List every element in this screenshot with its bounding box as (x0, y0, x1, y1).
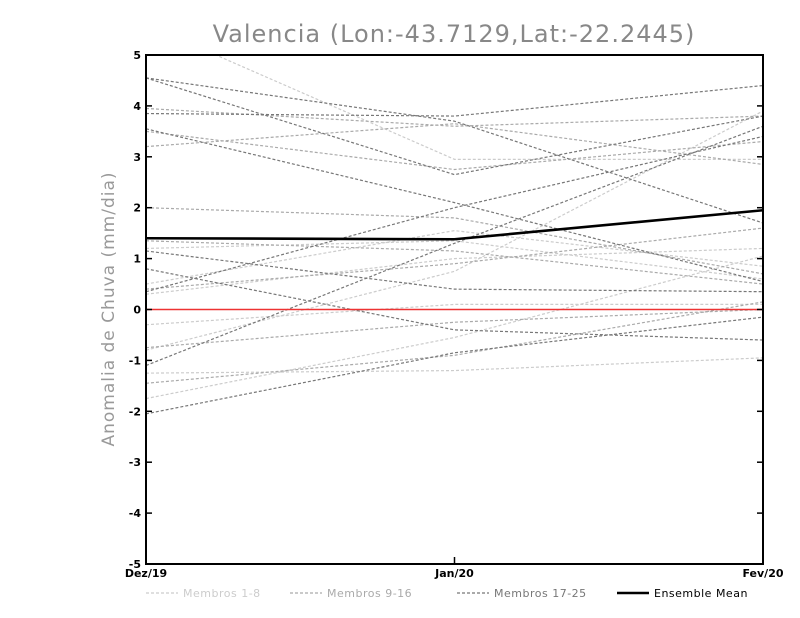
y-tick-label: 5 (133, 49, 141, 62)
y-tick-label: -2 (129, 405, 141, 418)
member-line-group1-7 (146, 247, 763, 295)
member-line-group1-4 (146, 229, 763, 285)
member-line-group3-5 (146, 135, 763, 293)
member-line-group3-2 (146, 84, 763, 117)
legend: Membros 1-8 Membros 9-16 Membros 17-25 Ense… (146, 587, 748, 600)
x-tick-label: Dez/19 (125, 567, 167, 580)
member-line-group2-3 (146, 130, 763, 171)
y-tick-label: -3 (129, 456, 141, 469)
y-tick-label: 4 (133, 100, 141, 113)
y-tick-label: 1 (133, 253, 141, 266)
plot-area (146, 55, 763, 415)
chart-title: Valencia (Lon:-43.7129,Lat:-22.2445) (213, 20, 696, 48)
member-line-group2-6 (146, 301, 763, 384)
member-line-group1-2 (146, 357, 763, 374)
member-line-group2-5 (146, 308, 763, 349)
member-line-group1-8 (146, 303, 763, 326)
member-line-group3-4 (146, 128, 763, 283)
member-line-group2-4 (146, 227, 763, 290)
member-line-group2-7 (146, 240, 763, 285)
member-line-group2-1 (146, 107, 763, 127)
legend-label-3: Membros 17-25 (494, 587, 587, 600)
legend-label-1: Membros 1-8 (183, 587, 261, 600)
x-tick-label: Jan/20 (434, 567, 474, 580)
member-line-group3-9 (146, 250, 763, 293)
y-tick-label: -4 (129, 507, 142, 520)
x-tick-label: Fev/20 (742, 567, 783, 580)
y-tick-label: -5 (129, 558, 141, 571)
member-line-group1-6 (146, 240, 763, 280)
y-tick-label: 0 (133, 304, 141, 317)
y-tick-label: 2 (133, 202, 141, 215)
member-line-group2-8 (146, 207, 763, 275)
member-line-group3-1 (146, 77, 763, 224)
legend-label-4: Ensemble Mean (654, 587, 748, 600)
legend-label-2: Membros 9-16 (327, 587, 412, 600)
y-tick-label: 3 (133, 151, 141, 164)
member-line-group3-6 (146, 125, 763, 367)
ensemble-mean-line (146, 208, 763, 241)
y-tick-label: -1 (129, 354, 141, 367)
member-line-group3-8 (146, 268, 763, 341)
member-line-group3-7 (146, 316, 763, 415)
member-line-group1-5 (214, 55, 763, 160)
member-line-group1-3 (146, 110, 763, 351)
y-axis-label: Anomalia de Chuva (mm/dia) (99, 171, 119, 446)
member-line-group1-1 (146, 255, 763, 400)
member-line-group3-3 (146, 77, 763, 176)
